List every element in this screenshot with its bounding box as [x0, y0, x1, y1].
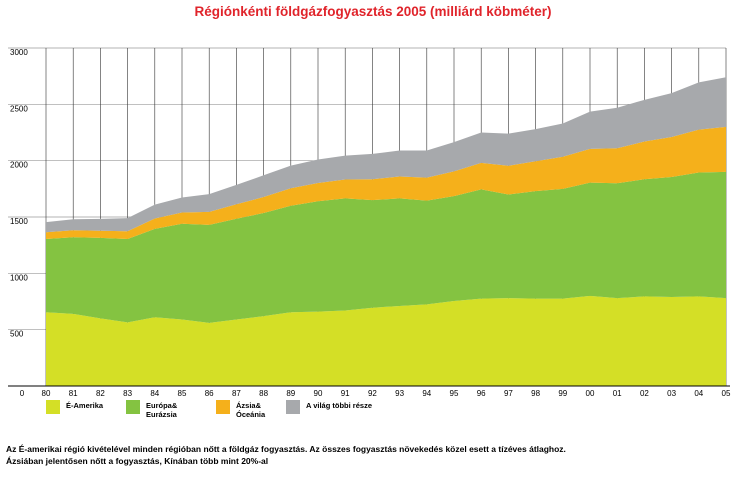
stacked-area-chart: 500 1000 1500 2000 2500 3000 0 80 81 82 83 84 85 86 87… — [8, 47, 731, 398]
x-tick-label-89: 89 — [286, 389, 295, 398]
tick-labels: 500 1000 1500 2000 2500 3000 0 80 81 82 83 84 85 86 87… — [10, 48, 731, 398]
legend-label-rest-of-world: A világ többi része — [306, 401, 372, 410]
x-tick-label-94: 94 — [422, 389, 431, 398]
legend-swatch-north-america — [46, 400, 60, 414]
x-tick-label-96: 96 — [477, 389, 486, 398]
area-series-0 — [46, 295, 726, 386]
footnote-line-1: Az É-amerikai régió kivételével minden r… — [6, 444, 566, 454]
legend-swatch-europe-eurasia — [126, 400, 140, 414]
chart-title: Régiónkénti földgázfogyasztás 2005 (mill… — [194, 4, 552, 19]
x-tick-label-86: 86 — [205, 389, 214, 398]
x-tick-label-04: 04 — [694, 389, 703, 398]
x-tick-label-88: 88 — [259, 389, 268, 398]
y-tick-label-2000: 2000 — [10, 161, 28, 170]
legend-label-europe-eurasia: Európa& Eurázsia — [146, 401, 178, 419]
x-tick-label-01: 01 — [613, 389, 622, 398]
area-series — [46, 77, 726, 386]
legend-swatch-rest-of-world — [286, 400, 300, 414]
y-tick-label-3000: 3000 — [10, 48, 28, 57]
x-tick-label-80: 80 — [42, 389, 51, 398]
y-tick-label-500: 500 — [10, 330, 24, 339]
x-tick-label-00: 00 — [586, 389, 595, 398]
y-tick-label-1000: 1000 — [10, 273, 28, 282]
x-tick-label-95: 95 — [450, 389, 459, 398]
chart-legend: É-Amerika Európa& Eurázsia Ázsia& Óceáni… — [46, 398, 726, 422]
x-tick-label-99: 99 — [558, 389, 567, 398]
x-tick-label-02: 02 — [640, 389, 649, 398]
x-tick-label-93: 93 — [395, 389, 404, 398]
area-series-1 — [46, 171, 726, 323]
x-tick-label-98: 98 — [531, 389, 540, 398]
area-series-2 — [46, 126, 726, 239]
x-tick-label-85: 85 — [178, 389, 187, 398]
legend-label-asia-oceania: Ázsia& Óceánia — [236, 401, 266, 419]
legend-label-north-america: É-Amerika — [66, 401, 104, 410]
x-tick-label-84: 84 — [150, 389, 159, 398]
x-tick-label-03: 03 — [667, 389, 676, 398]
x-tick-label-81: 81 — [69, 389, 78, 398]
x-tick-label-87: 87 — [232, 389, 241, 398]
x-tick-label-97: 97 — [504, 389, 513, 398]
x-tick-label-zero: 0 — [20, 389, 25, 398]
y-tick-label-2500: 2500 — [10, 104, 28, 113]
x-tick-label-90: 90 — [314, 389, 323, 398]
y-tick-label-1500: 1500 — [10, 217, 28, 226]
x-tick-label-83: 83 — [123, 389, 132, 398]
x-tick-label-82: 82 — [96, 389, 105, 398]
x-tick-label-92: 92 — [368, 389, 377, 398]
footnote: Az É-amerikai régió kivételével minden r… — [6, 443, 736, 467]
legend-swatch-asia-oceania — [216, 400, 230, 414]
footnote-line-2: Ázsiában jelentősen nőtt a fogyasztás, K… — [6, 456, 269, 466]
x-tick-label-91: 91 — [341, 389, 350, 398]
x-tick-label-05: 05 — [722, 389, 731, 398]
area-series-3 — [46, 77, 726, 233]
